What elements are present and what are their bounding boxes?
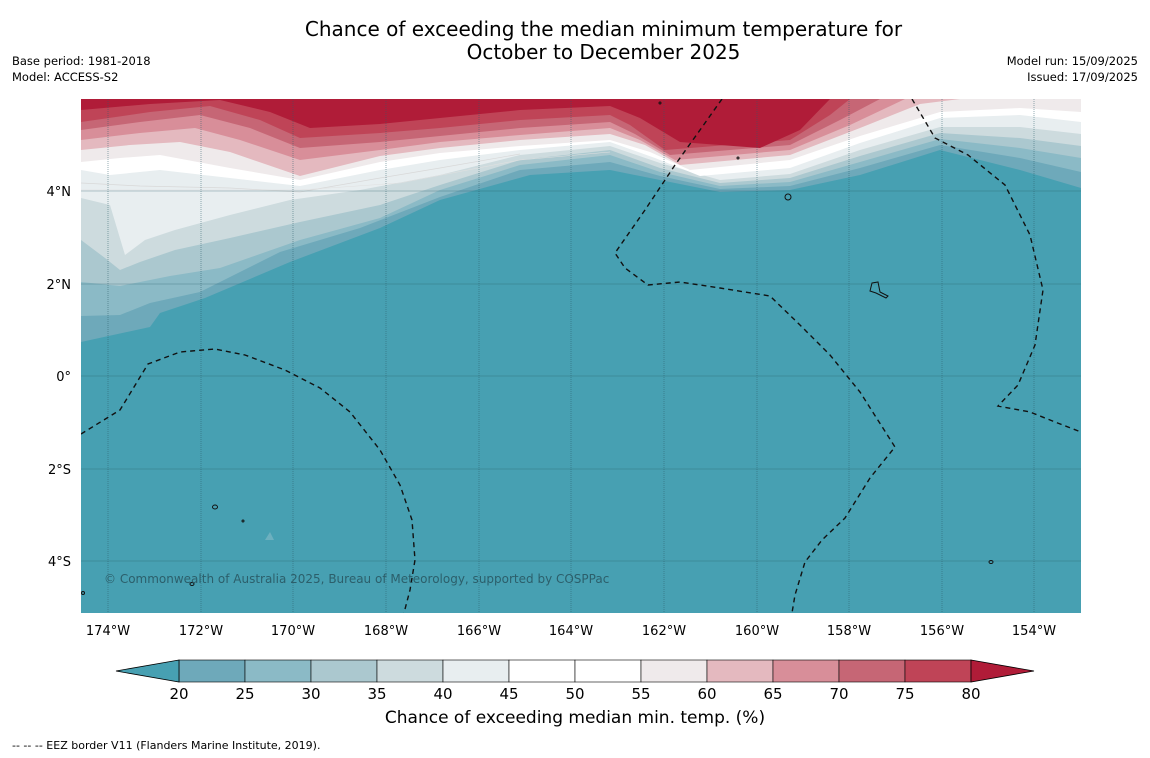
colorbar-tick-label: 40 xyxy=(433,685,452,703)
island-outline xyxy=(988,560,994,564)
eez-border-west xyxy=(81,348,416,613)
colorbar-tick-label: 25 xyxy=(235,685,254,703)
island-outline xyxy=(241,519,245,523)
lat-label: 2°S xyxy=(48,463,71,478)
colorbar-segment xyxy=(508,659,576,683)
colorbar-segment xyxy=(376,659,444,683)
lon-label: 154°W xyxy=(1012,624,1056,639)
base-period: Base period: 1981-2018 xyxy=(12,54,151,68)
island-outline xyxy=(212,504,218,510)
lon-label: 170°W xyxy=(271,624,315,639)
lon-label: 174°W xyxy=(86,624,130,639)
colorbar-segment xyxy=(178,659,246,683)
eez-borders xyxy=(81,99,1081,613)
lat-labels: 4°N 2°N 0° 2°S 4°S xyxy=(47,185,72,570)
lat-label: 4°N xyxy=(47,185,72,200)
lon-label: 166°W xyxy=(457,624,501,639)
colorbar-tick-label: 35 xyxy=(367,685,386,703)
meta-right: Model run: 15/09/2025 Issued: 17/09/2025 xyxy=(1007,53,1138,85)
eez-border-central xyxy=(614,99,896,613)
lon-label: 162°W xyxy=(642,624,686,639)
lon-label: 160°W xyxy=(735,624,779,639)
colorbar-segment xyxy=(574,659,642,683)
colorbar-tick-label: 75 xyxy=(895,685,914,703)
lat-label: 0° xyxy=(56,370,71,385)
colorbar-segment xyxy=(904,659,972,683)
colorbar-tick-label: 20 xyxy=(169,685,188,703)
lon-label: 172°W xyxy=(179,624,223,639)
island-outline xyxy=(869,281,889,299)
island-shape xyxy=(265,532,274,540)
colorbar-segment xyxy=(244,659,312,683)
model-run: Model run: 15/09/2025 xyxy=(1006,54,1138,68)
title-line-2: October to December 2025 xyxy=(466,40,741,64)
issued-date: Issued: 17/09/2025 xyxy=(1027,70,1138,84)
band-above-80 xyxy=(81,99,830,148)
colorbar-label: Chance of exceeding median min. temp. (%… xyxy=(384,708,766,728)
lon-labels: 174°W 172°W 170°W 168°W 166°W 164°W 162°… xyxy=(86,624,1056,639)
island-outline xyxy=(81,591,85,595)
colorbar-tick-label: 30 xyxy=(301,685,320,703)
contour-line xyxy=(81,151,611,191)
title-line-1: Chance of exceeding the median minimum t… xyxy=(304,17,903,41)
lon-label: 168°W xyxy=(364,624,408,639)
island-outline xyxy=(736,156,740,160)
lat-label: 2°N xyxy=(47,278,72,293)
footnote: -- -- -- EEZ border V11 (Flanders Marine… xyxy=(12,739,321,752)
gridlines xyxy=(107,99,1035,613)
colorbar-tick-label: 70 xyxy=(829,685,848,703)
map-canvas: © Commonwealth of Australia 2025, Bureau… xyxy=(81,99,1081,613)
colorbar-low-extension xyxy=(115,659,180,683)
colorbar-tick-label: 55 xyxy=(631,685,650,703)
colorbar-segment xyxy=(838,659,906,683)
colorbar-ticks: 20 25 30 35 40 45 50 55 60 65 70 75 80 xyxy=(169,685,980,703)
copyright-text: © Commonwealth of Australia 2025, Bureau… xyxy=(104,572,609,586)
map-title: Chance of exceeding the median minimum t… xyxy=(0,18,1150,64)
island-outline xyxy=(189,582,195,586)
colorbar-tick-label: 65 xyxy=(763,685,782,703)
island-outline xyxy=(784,193,792,201)
colorbar-segments xyxy=(178,659,972,683)
colorbar-high-extension xyxy=(970,659,1035,683)
parallels xyxy=(81,190,1081,562)
lon-label: 164°W xyxy=(549,624,593,639)
colorbar-segment xyxy=(706,659,774,683)
model-name: Model: ACCESS-S2 xyxy=(12,70,119,84)
meta-left: Base period: 1981-2018 Model: ACCESS-S2 xyxy=(12,53,151,85)
contour-line xyxy=(81,153,521,193)
colorbar-segment xyxy=(772,659,840,683)
colorbar-segment xyxy=(442,659,510,683)
colorbar-tick-label: 80 xyxy=(961,685,980,703)
eez-border-east xyxy=(911,99,1081,433)
colorbar-tick-label: 60 xyxy=(697,685,716,703)
island-outline xyxy=(658,101,662,105)
colorbar-segment xyxy=(640,659,708,683)
colorbar-tick-label: 45 xyxy=(499,685,518,703)
islands xyxy=(81,101,994,595)
lon-label: 156°W xyxy=(920,624,964,639)
colorbar-segment xyxy=(310,659,378,683)
colorbar-tick-label: 50 xyxy=(565,685,584,703)
lat-label: 4°S xyxy=(48,555,71,570)
lon-label: 158°W xyxy=(827,624,871,639)
